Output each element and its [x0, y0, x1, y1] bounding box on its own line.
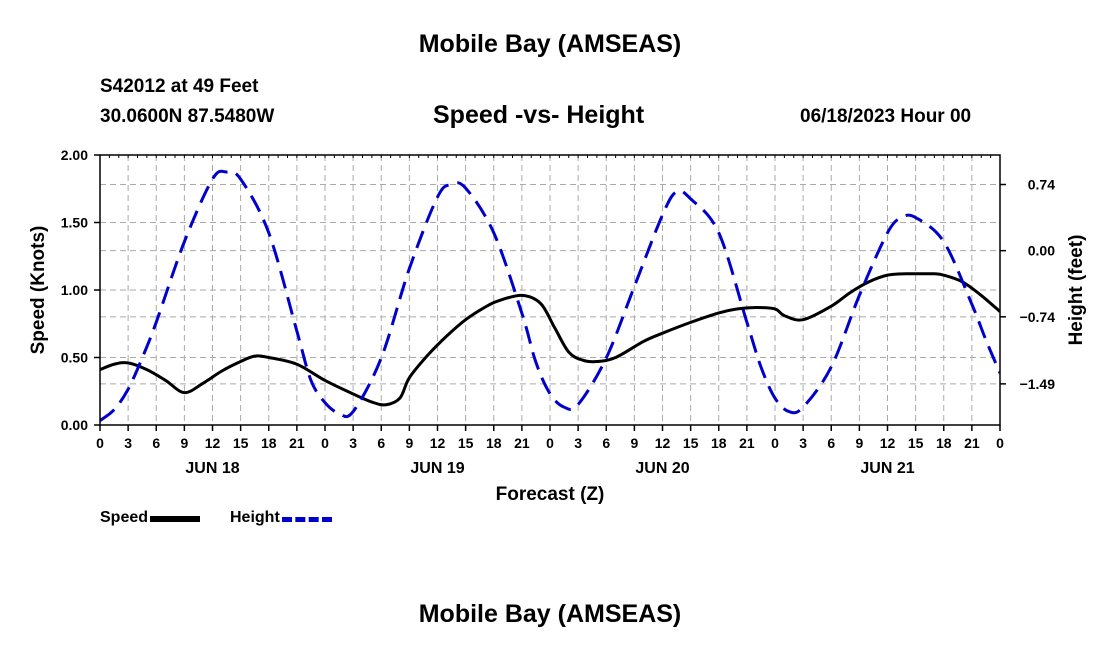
legend-speed-label: Speed — [100, 509, 149, 526]
legend-height-label: Height — [230, 509, 280, 526]
x-tick-label: 15 — [683, 435, 699, 451]
x-tick-label: 21 — [739, 435, 755, 451]
x-tick-label: 21 — [514, 435, 530, 451]
forecast-timestamp: 06/18/2023 Hour 00 — [800, 106, 972, 127]
legend-height-swatch — [281, 516, 332, 522]
y-tick-label: 1.00 — [61, 282, 88, 298]
x-tick-label: 15 — [908, 435, 924, 451]
x-tick-label: 6 — [377, 435, 385, 451]
x-tick-label: 9 — [855, 435, 863, 451]
day-label: JUN 21 — [860, 460, 914, 477]
x-tick-label: 3 — [574, 435, 582, 451]
day-label: JUN 20 — [635, 460, 689, 477]
series-layer — [100, 169, 1000, 422]
x-tick-label: 12 — [205, 435, 221, 451]
x-tick-label: 12 — [655, 435, 671, 451]
day-label: JUN 18 — [185, 460, 239, 477]
x-tick-label: 18 — [486, 435, 502, 451]
x-tick-label: 3 — [349, 435, 357, 451]
x-tick-label: 0 — [546, 435, 554, 451]
x-axis-title: Forecast (Z) — [496, 484, 605, 505]
chart-main-title: Mobile Bay (AMSEAS) — [418, 30, 682, 58]
x-tick-label: 0 — [771, 435, 779, 451]
speed-series-line — [100, 272, 1000, 407]
station-coordinates: 30.0600N 87.5480W — [100, 106, 275, 127]
x-tick-label: 3 — [124, 435, 132, 451]
y2-tick-label: 0.74 — [1028, 177, 1055, 193]
day-label: JUN 19 — [410, 460, 464, 477]
x-tick-label: 18 — [711, 435, 727, 451]
footer-title: Mobile Bay (AMSEAS) — [418, 600, 682, 628]
legend-speed: Speed — [100, 509, 201, 527]
x-tick-label: 12 — [880, 435, 896, 451]
y2-tick-label: −0.74 — [1020, 309, 1056, 325]
axis-layer: 0 3 6 9 12 15 18 21 0 3 6 9 12 15 18 21 0 3 6 9 12 15 18 21 0 3 6 9… — [61, 147, 1055, 477]
y-axis-title: Speed (Knots) — [28, 226, 49, 355]
grid-layer — [100, 155, 1000, 425]
y2-axis-title: Height (feet) — [1066, 235, 1087, 346]
x-tick-label: 18 — [261, 435, 277, 451]
x-tick-label: 12 — [430, 435, 446, 451]
y-tick-label: 0.50 — [61, 350, 88, 366]
chart-subtitle: Speed -vs- Height — [433, 101, 645, 129]
x-tick-label: 15 — [458, 435, 474, 451]
x-tick-label: 6 — [602, 435, 610, 451]
y-tick-label: 1.50 — [61, 215, 88, 231]
x-tick-label: 15 — [233, 435, 249, 451]
x-tick-label: 18 — [936, 435, 952, 451]
y-tick-label: 2.00 — [61, 147, 88, 163]
station-label: S42012 at 49 Feet — [100, 76, 259, 97]
x-tick-label: 0 — [996, 435, 1004, 451]
x-tick-label: 9 — [405, 435, 413, 451]
x-tick-label: 9 — [630, 435, 638, 451]
x-tick-label: 3 — [799, 435, 807, 451]
y2-tick-label: −1.49 — [1020, 376, 1056, 392]
legend-height: Height — [230, 509, 332, 527]
legend-speed-swatch — [150, 516, 201, 522]
x-tick-label: 21 — [289, 435, 305, 451]
y-tick-label: 0.00 — [61, 417, 88, 433]
x-tick-label: 6 — [152, 435, 160, 451]
x-tick-label: 21 — [964, 435, 980, 451]
x-tick-label: 6 — [827, 435, 835, 451]
x-tick-label: 9 — [180, 435, 188, 451]
y2-tick-label: 0.00 — [1028, 243, 1055, 259]
x-tick-label: 0 — [96, 435, 104, 451]
x-tick-label: 0 — [321, 435, 329, 451]
